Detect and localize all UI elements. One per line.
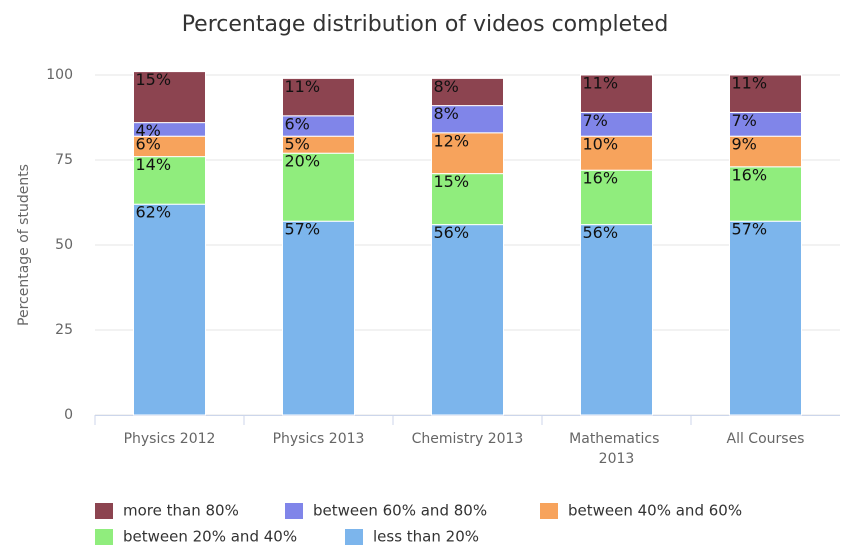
data-label: 16% <box>732 165 768 184</box>
legend-label: between 20% and 40% <box>123 528 297 546</box>
bar-segment <box>580 74 653 113</box>
data-label: 5% <box>285 135 310 154</box>
legend-swatch <box>95 529 113 545</box>
data-label: 56% <box>583 223 619 242</box>
data-label: 15% <box>136 70 172 89</box>
y-axis-title: Percentage of students <box>16 164 32 326</box>
data-label: 7% <box>583 111 608 130</box>
chart-title: Percentage distribution of videos comple… <box>182 12 669 37</box>
data-label: 8% <box>434 104 459 123</box>
data-label: 8% <box>434 77 459 96</box>
bar-segment <box>580 224 653 416</box>
bar-segment <box>729 74 802 113</box>
x-tick-label: Physics 2012 <box>124 431 216 447</box>
bar-segment <box>133 71 206 124</box>
bar-segment <box>431 132 504 175</box>
data-label: 10% <box>583 135 619 154</box>
x-tick-label: All Courses <box>727 431 805 447</box>
bar-segment <box>580 169 653 226</box>
data-label: 62% <box>136 203 172 222</box>
legend-label: between 60% and 80% <box>313 502 487 520</box>
y-tick-label: 100 <box>46 67 73 83</box>
legend-swatch <box>540 503 558 519</box>
bar-segment <box>282 77 355 117</box>
bar-segment <box>133 203 206 416</box>
bar-segment <box>431 224 504 416</box>
bar-segment <box>431 105 504 134</box>
data-label: 11% <box>583 74 619 93</box>
data-label: 6% <box>285 114 310 133</box>
legend-swatch <box>285 503 303 519</box>
y-tick-label: 25 <box>55 322 73 338</box>
data-label: 20% <box>285 152 321 171</box>
bar-segment <box>282 220 355 416</box>
bar-segment <box>729 166 802 222</box>
data-label: 4% <box>136 121 161 140</box>
data-label: 9% <box>732 135 757 154</box>
data-label: 6% <box>136 135 161 154</box>
data-label: 57% <box>285 220 321 239</box>
y-tick-label: 0 <box>64 407 73 423</box>
data-label: 56% <box>434 223 470 242</box>
data-label: 14% <box>136 155 172 174</box>
legend-label: less than 20% <box>373 528 479 546</box>
x-tick-label: Chemistry 2013 <box>412 431 524 447</box>
legend-swatch <box>95 503 113 519</box>
data-label: 16% <box>583 169 619 188</box>
data-label: 15% <box>434 172 470 191</box>
bar-segment <box>133 156 206 205</box>
bar-segment <box>580 135 653 171</box>
y-tick-label: 75 <box>55 152 73 168</box>
data-label: 12% <box>434 131 470 150</box>
data-label: 57% <box>732 220 768 239</box>
legend-label: more than 80% <box>123 502 239 520</box>
bar-segment <box>431 77 504 107</box>
bar-segment <box>431 173 504 226</box>
bar-segment <box>729 220 802 416</box>
data-label: 7% <box>732 111 757 130</box>
x-tick-label-line: 2013 <box>599 451 635 467</box>
data-label: 11% <box>732 74 768 93</box>
legend-swatch <box>345 529 363 545</box>
data-label: 11% <box>285 77 321 96</box>
bar-segment <box>282 152 355 222</box>
y-tick-label: 50 <box>55 237 73 253</box>
x-tick-label-line: Mathematics <box>569 431 664 447</box>
x-tick-label: Physics 2013 <box>273 431 365 447</box>
x-tick-label: Mathematics 2013 <box>569 431 664 467</box>
legend-label: between 40% and 60% <box>568 502 742 520</box>
